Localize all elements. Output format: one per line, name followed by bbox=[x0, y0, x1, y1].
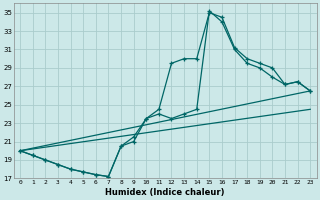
X-axis label: Humidex (Indice chaleur): Humidex (Indice chaleur) bbox=[106, 188, 225, 197]
